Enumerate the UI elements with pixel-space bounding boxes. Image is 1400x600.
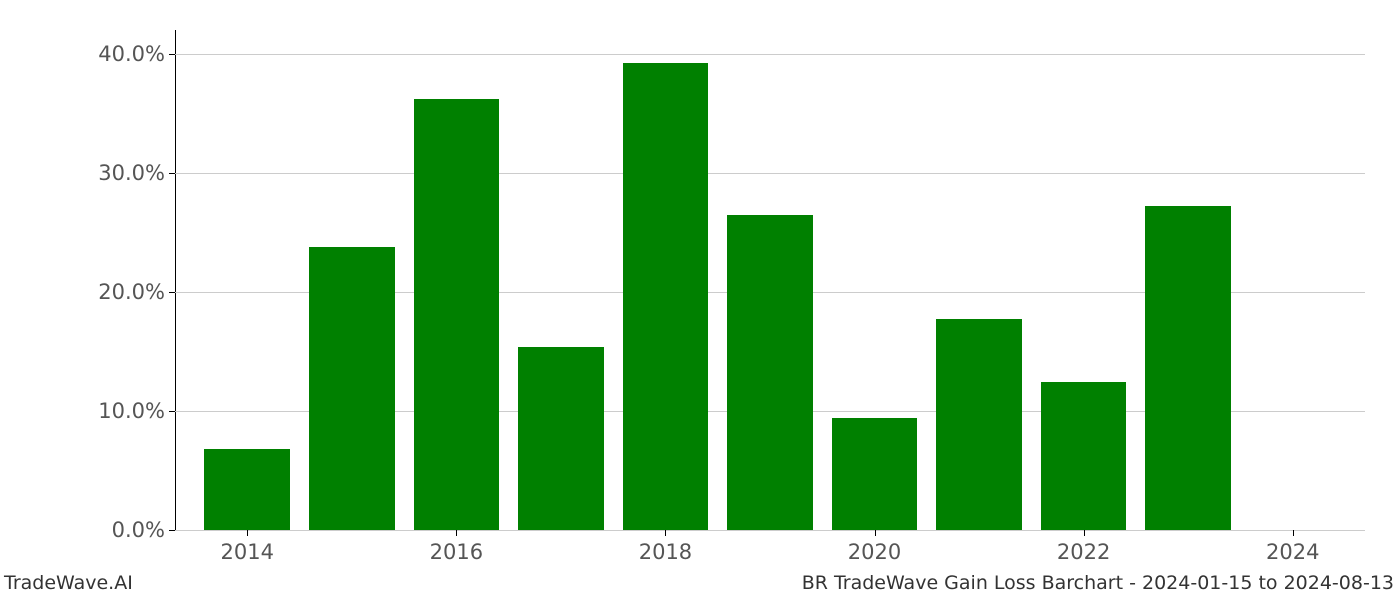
bar xyxy=(414,99,500,530)
x-tick-mark xyxy=(1084,530,1085,536)
x-tick-mark xyxy=(1293,530,1294,536)
x-tick-label: 2022 xyxy=(1057,540,1110,564)
y-tick-label: 10.0% xyxy=(98,399,165,423)
bar xyxy=(204,449,290,530)
y-tick-label: 40.0% xyxy=(98,42,165,66)
grid-line xyxy=(175,173,1365,174)
x-tick-label: 2024 xyxy=(1266,540,1319,564)
bar xyxy=(623,63,709,530)
bar xyxy=(832,418,918,530)
bar xyxy=(936,319,1022,530)
bar xyxy=(1041,382,1127,530)
x-tick-label: 2016 xyxy=(430,540,483,564)
bar xyxy=(1145,206,1231,530)
y-tick-mark xyxy=(169,173,175,174)
bar-chart: 0.0%10.0%20.0%30.0%40.0%2014201620182020… xyxy=(175,30,1365,530)
x-tick-label: 2014 xyxy=(221,540,274,564)
x-tick-mark xyxy=(875,530,876,536)
y-tick-mark xyxy=(169,54,175,55)
bar xyxy=(309,247,395,530)
bar xyxy=(518,347,604,530)
grid-line xyxy=(175,54,1365,55)
footer-right-text: BR TradeWave Gain Loss Barchart - 2024-0… xyxy=(802,572,1394,594)
x-tick-mark xyxy=(456,530,457,536)
x-tick-label: 2020 xyxy=(848,540,901,564)
y-tick-label: 20.0% xyxy=(98,280,165,304)
y-tick-label: 0.0% xyxy=(112,518,165,542)
y-tick-label: 30.0% xyxy=(98,161,165,185)
x-tick-mark xyxy=(665,530,666,536)
y-tick-mark xyxy=(169,292,175,293)
footer-left-text: TradeWave.AI xyxy=(4,572,133,594)
y-axis-line xyxy=(175,30,176,530)
bar xyxy=(727,215,813,530)
grid-line xyxy=(175,530,1365,531)
x-tick-mark xyxy=(247,530,248,536)
x-tick-label: 2018 xyxy=(639,540,692,564)
plot-area: 0.0%10.0%20.0%30.0%40.0%2014201620182020… xyxy=(175,30,1365,530)
y-tick-mark xyxy=(169,530,175,531)
y-tick-mark xyxy=(169,411,175,412)
